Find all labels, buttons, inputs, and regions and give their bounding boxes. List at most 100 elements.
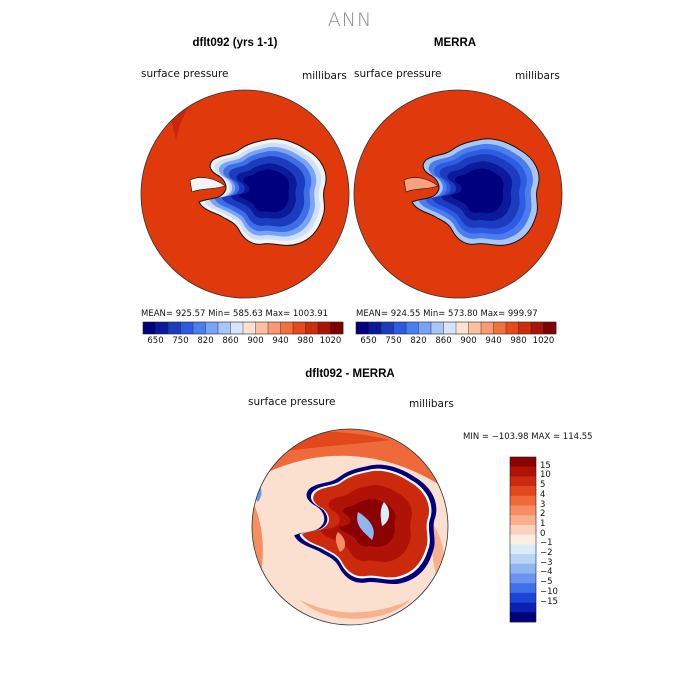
diff-units: millibars [409, 398, 454, 410]
panel2-map-layer [354, 90, 562, 298]
diff-colorbar-tick-label: 2 [540, 509, 546, 520]
diff-colorbar-swatch [510, 524, 536, 535]
panel2-colorbar-swatch [493, 322, 507, 334]
diff-colorbar-swatch [510, 612, 536, 623]
diff-colorbar-tick-label: −4 [540, 567, 553, 578]
diff-colorbar-swatch [510, 573, 536, 584]
panel1-colorbar-swatch [330, 322, 344, 334]
panel1-colorbar-ticks: 650 750 820 860 900 940 980 1020 [143, 336, 343, 350]
panel2-colorbar-swatch [531, 322, 544, 334]
diff-colorbar-swatch [510, 486, 536, 497]
panel2-colorbar-swatch [418, 322, 432, 334]
diff-colorbar-tick-label: −1 [540, 538, 553, 549]
diff-colorbar-swatch [510, 476, 536, 487]
diff-colorbar-swatch [510, 534, 536, 545]
diff-colorbar-swatch [510, 554, 536, 565]
panel1-colorbar-tick-label: 820 [197, 336, 214, 346]
diff-colorbar-tick-label: 5 [540, 480, 546, 491]
panel2-colorbar-swatch [481, 322, 494, 334]
diff-colorbar [509, 456, 537, 623]
diff-colorbar-swatch [510, 544, 536, 555]
panel1-colorbar-swatch [305, 322, 319, 334]
diff-colorbar-swatch [510, 583, 536, 594]
diff-colorbar-tick-label: 3 [540, 499, 546, 510]
panel1-colorbar-swatch [180, 322, 194, 334]
panel2-colorbar-swatch [368, 322, 382, 334]
panel1-colorbar-tick-label: 860 [222, 336, 239, 346]
panel2-colorbar-swatch [543, 322, 557, 334]
panel1-colorbar-swatch [218, 322, 231, 334]
panel2-variable: surface pressure [354, 68, 442, 80]
diff-colorbar-tick-label: −5 [540, 577, 553, 588]
diff-stats: MIN = −103.98 MAX = 114.55 [463, 432, 593, 442]
panel1-colorbar-tick-label: 750 [172, 336, 189, 346]
panel2-colorbar-swatch [406, 322, 419, 334]
panel2-colorbar-swatch [443, 322, 457, 334]
panel2-colorbar-tick-label: 820 [410, 336, 427, 346]
diff-colorbar-tick-label: 0 [540, 528, 546, 539]
diff-colorbar-swatch [510, 457, 536, 468]
panel1-colorbar-tick-label: 900 [247, 336, 264, 346]
diff-colorbar-ticks: 15 10 5 4 3 2 1 0 −1 −2 −3 −4 −5 −10 −15 [540, 457, 580, 627]
diff-colorbar-swatch [510, 592, 536, 603]
panel2-colorbar-swatch [518, 322, 532, 334]
panel1-variable: surface pressure [141, 68, 229, 80]
panel2-colorbar-swatch [468, 322, 482, 334]
panel1-colorbar [142, 321, 344, 335]
panel1-colorbar-swatch [230, 322, 244, 334]
diff-colorbar-swatch [510, 602, 536, 613]
panel2-colorbar-tick-label: 650 [360, 336, 377, 346]
panel2-stats: MEAN= 924.55 Min= 573.80 Max= 999.97 [356, 309, 538, 319]
panel2-colorbar-swatch [356, 322, 369, 334]
diff-colorbar-swatch [510, 505, 536, 516]
panel1-colorbar-swatch [255, 322, 269, 334]
diff-colorbar-tick-label: −2 [540, 548, 553, 559]
panel1-colorbar-swatch [280, 322, 294, 334]
panel1-colorbar-tick-label: 940 [272, 336, 289, 346]
panel2-colorbar [355, 321, 557, 335]
panel2-colorbar-tick-label: 750 [385, 336, 402, 346]
panel2-colorbar-swatch [381, 322, 394, 334]
panel1-colorbar-tick-label: 1020 [319, 336, 342, 346]
panel2-colorbar-tick-label: 940 [485, 336, 502, 346]
panel2-colorbar-swatch [393, 322, 407, 334]
panel2-colorbar-tick-label: 860 [435, 336, 452, 346]
panel1-title: dflt092 (yrs 1-1) [192, 37, 278, 49]
panel2-colorbar-tick-label: 900 [460, 336, 477, 346]
panel2-colorbar-swatch [506, 322, 519, 334]
diff-variable: surface pressure [248, 396, 336, 408]
diff-colorbar-tick-label: 10 [540, 470, 551, 481]
diff-colorbar-tick-label: −3 [540, 557, 553, 568]
diff-colorbar-tick-label: 4 [540, 489, 546, 500]
panel1-units: millibars [302, 70, 347, 82]
panel1-colorbar-swatch [243, 322, 256, 334]
diff-colorbar-tick-label: 15 [540, 460, 551, 471]
diff-colorbar-tick-label: −10 [540, 586, 558, 597]
diff-colorbar-tick-label: 1 [540, 518, 546, 529]
panel1-colorbar-tick-label: 650 [147, 336, 164, 346]
panel1-colorbar-swatch [143, 322, 156, 334]
season-title: ANN [327, 9, 373, 31]
panel1-colorbar-swatch [155, 322, 169, 334]
panel1-colorbar-swatch [193, 322, 206, 334]
panel2-units: millibars [515, 70, 560, 82]
diff-colorbar-swatch [510, 495, 536, 506]
panel1-colorbar-swatch [268, 322, 281, 334]
diff-colorbar-tick-label: −15 [540, 596, 558, 607]
panel2-colorbar-swatch [456, 322, 469, 334]
panel2-colorbar-ticks: 650 750 820 860 900 940 980 1020 [356, 336, 556, 350]
panel1-colorbar-swatch [168, 322, 181, 334]
panel1-colorbar-swatch [205, 322, 219, 334]
panel1-colorbar-swatch [293, 322, 306, 334]
diff-colorbar-swatch [510, 515, 536, 526]
diff-colorbar-swatch [510, 466, 536, 477]
panel1-colorbar-tick-label: 980 [297, 336, 314, 346]
panel2-colorbar-tick-label: 980 [510, 336, 527, 346]
panel2-title: MERRA [433, 37, 477, 49]
panel1-colorbar-swatch [318, 322, 331, 334]
panel2-colorbar-tick-label: 1020 [532, 336, 555, 346]
diff-colorbar-swatch [510, 563, 536, 574]
panel2-colorbar-swatch [431, 322, 444, 334]
diff-title: dflt092 - MERRA [305, 368, 395, 380]
